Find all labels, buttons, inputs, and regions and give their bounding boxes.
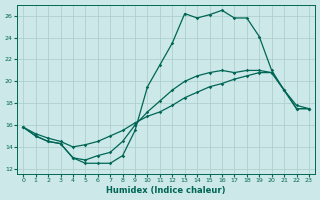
- X-axis label: Humidex (Indice chaleur): Humidex (Indice chaleur): [106, 186, 226, 195]
